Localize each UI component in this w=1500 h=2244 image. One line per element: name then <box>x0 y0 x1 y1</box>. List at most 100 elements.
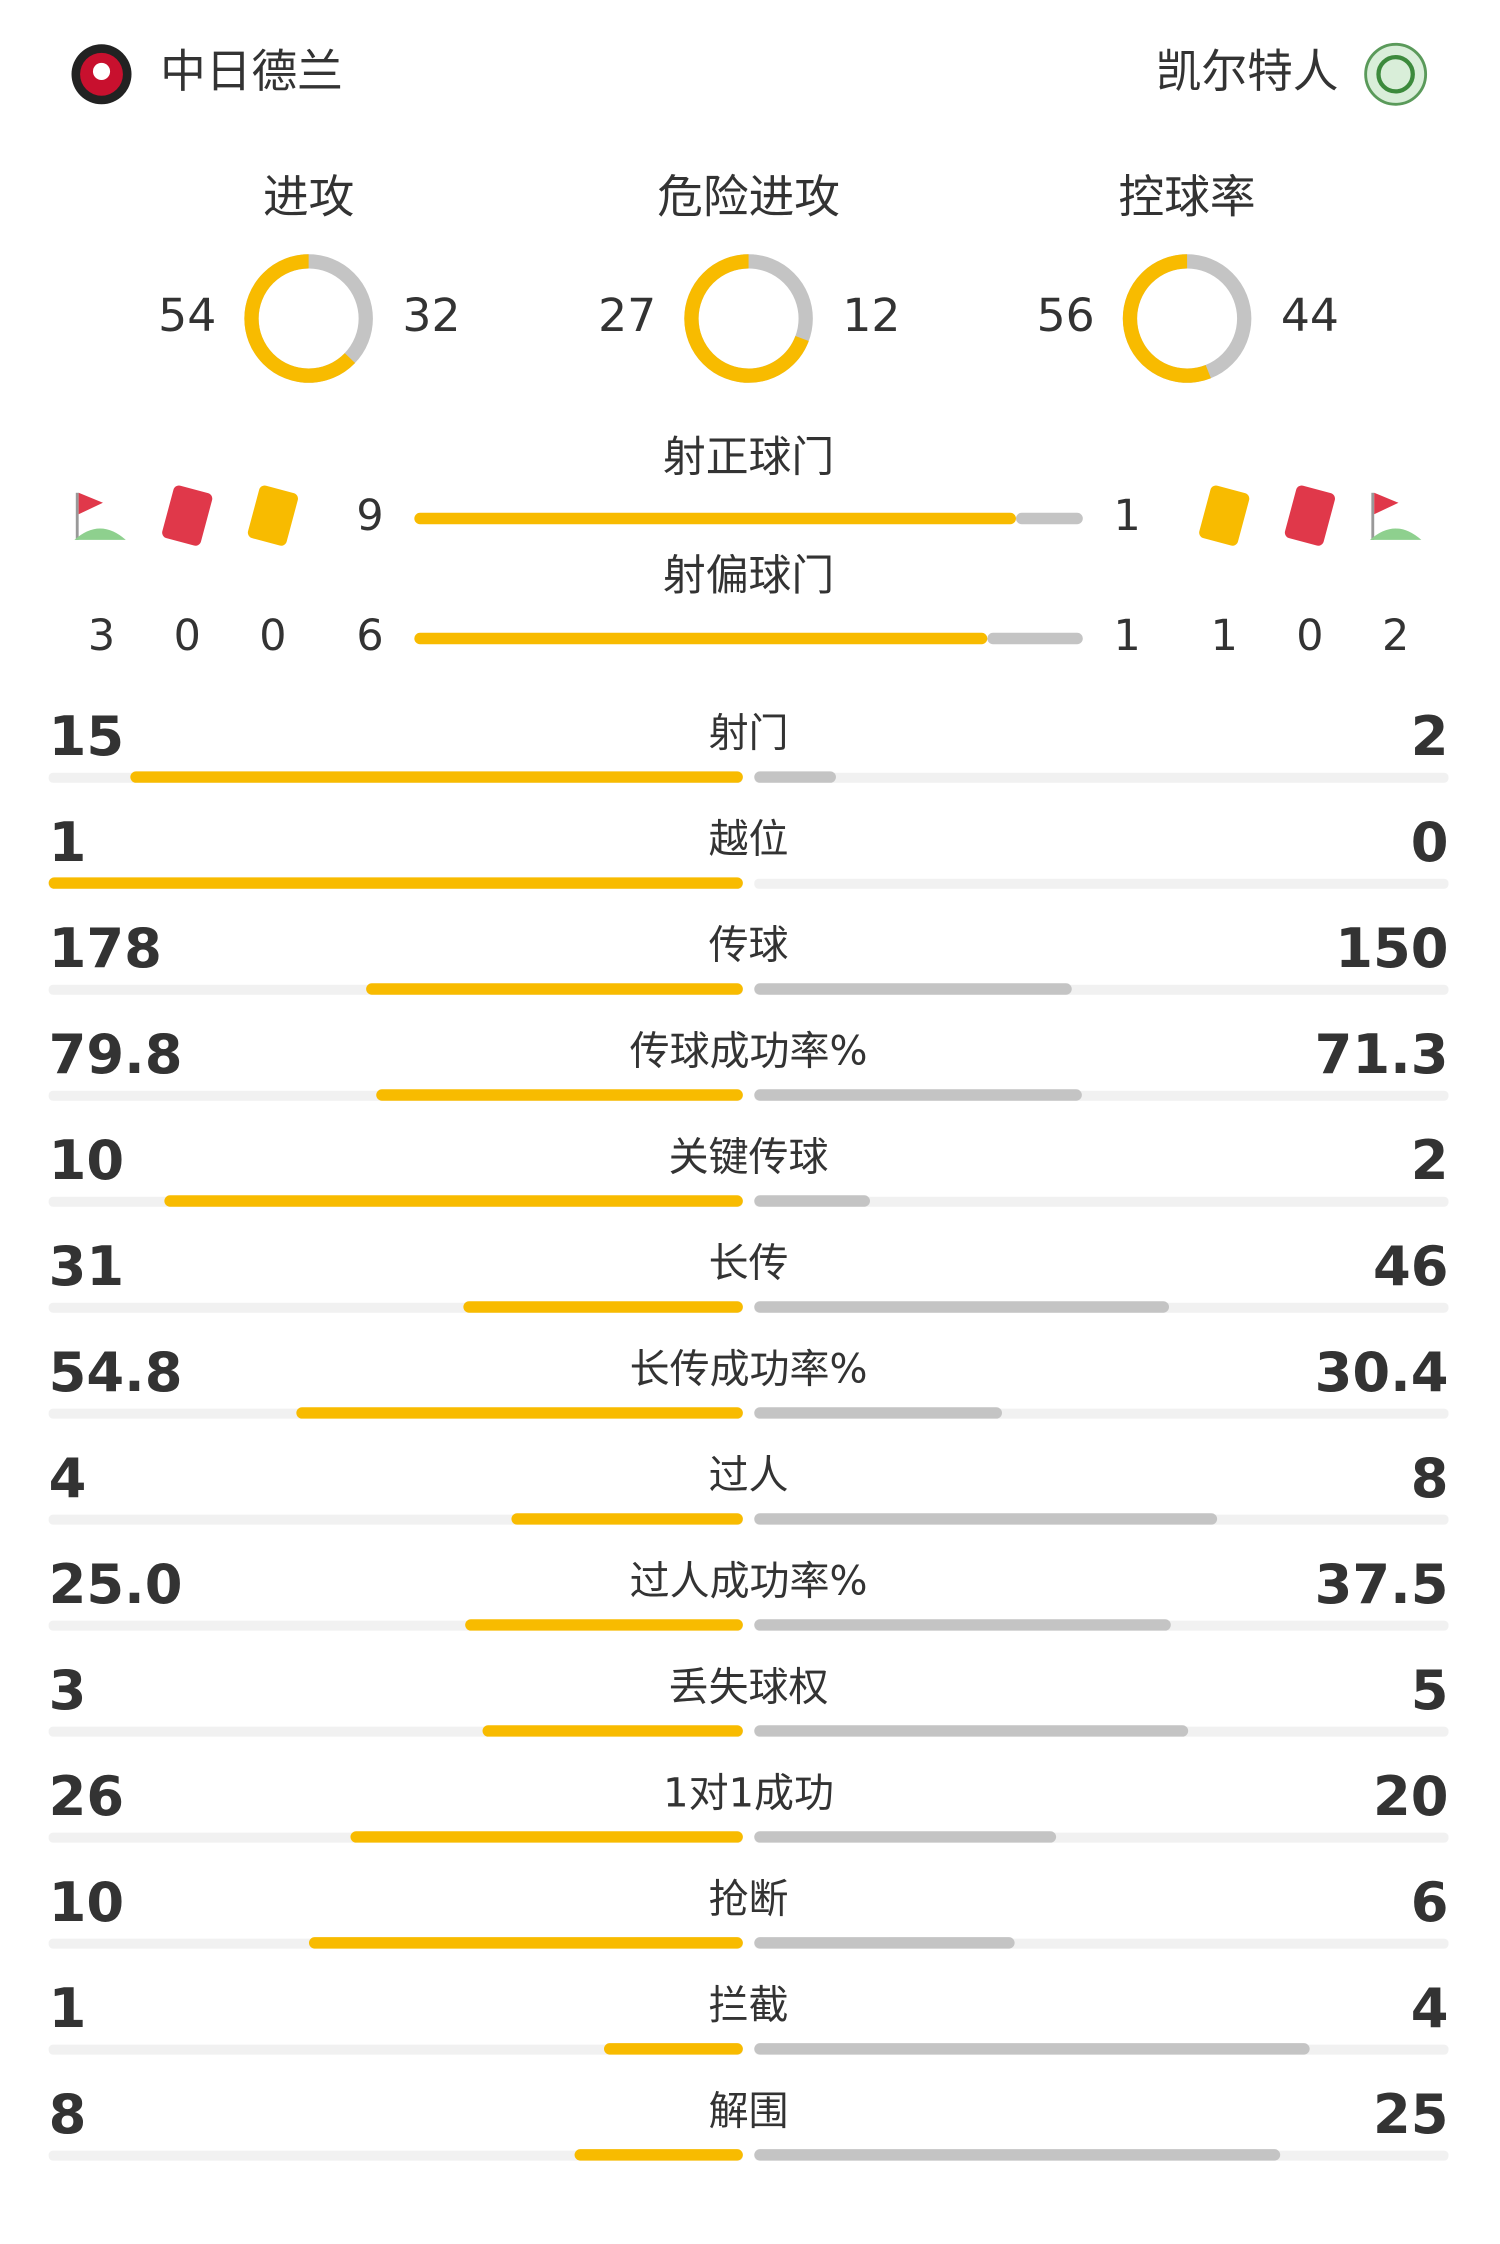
stat-home-bar <box>574 2149 743 2161</box>
stat-track <box>754 772 1449 783</box>
home-red: 0 <box>174 611 201 661</box>
away-corners: 2 <box>1382 611 1409 661</box>
stat-home-value: 31 <box>49 1235 125 1298</box>
stat-away-bar <box>754 2149 1281 2161</box>
stat-away-value: 25 <box>1373 2083 1449 2146</box>
ring-home-value: 54 <box>158 289 216 342</box>
shot-home-value: 6 <box>356 611 383 661</box>
stat-home-bar <box>366 983 743 995</box>
shot-label: 射正球门 <box>663 432 834 482</box>
stat-label: 长传 <box>709 1241 789 1287</box>
stat-away-value: 8 <box>1411 1447 1449 1510</box>
ring-away-value: 32 <box>402 289 460 342</box>
stat-home-value: 10 <box>49 1871 125 1934</box>
away-logo <box>1364 42 1428 106</box>
stat-home-value: 79.8 <box>49 1023 183 1086</box>
stat-label: 解围 <box>709 2088 789 2134</box>
ring-label: 控球率 <box>1119 170 1256 223</box>
stat-label: 过人成功率% <box>630 1559 868 1605</box>
stat-away-value: 6 <box>1411 1871 1449 1934</box>
stat-home-bar <box>308 1937 743 1949</box>
stat-away-bar <box>754 1937 1015 1949</box>
home-yellow: 0 <box>259 611 286 661</box>
stat-home-bar <box>463 1301 743 1313</box>
stat-home-bar <box>130 771 743 783</box>
away-red: 0 <box>1296 611 1323 661</box>
stat-away-value: 150 <box>1335 917 1448 980</box>
stat-home-value: 54.8 <box>49 1341 183 1404</box>
stat-away-value: 2 <box>1411 705 1449 768</box>
ring-home-value: 27 <box>598 289 656 342</box>
stat-label: 1对1成功 <box>663 1770 834 1816</box>
stat-away-value: 30.4 <box>1315 1341 1449 1404</box>
home-name: 中日德兰 <box>160 45 343 98</box>
stat-away-bar <box>754 1725 1189 1737</box>
stat-away-bar <box>754 983 1072 995</box>
stat-track <box>48 2150 743 2161</box>
stat-label: 传球成功率% <box>630 1029 868 1075</box>
stat-home-bar <box>350 1831 743 1843</box>
ring-label: 进攻 <box>263 170 354 223</box>
stat-label: 越位 <box>709 817 789 863</box>
stat-away-value: 4 <box>1411 1977 1449 2040</box>
stat-label: 丢失球权 <box>669 1664 829 1710</box>
stat-home-value: 4 <box>49 1447 87 1510</box>
stat-label: 拦截 <box>709 1982 789 2028</box>
stat-away-bar <box>754 1301 1170 1313</box>
stat-home-bar <box>164 1195 743 1207</box>
stat-home-bar <box>482 1725 743 1737</box>
stat-home-value: 25.0 <box>49 1553 183 1616</box>
stat-home-value: 10 <box>49 1129 125 1192</box>
shot-away-value: 1 <box>1113 611 1140 661</box>
stat-home-bar <box>376 1089 743 1101</box>
ring-home <box>244 254 373 383</box>
stat-track <box>754 1196 1449 1207</box>
home-corners: 3 <box>88 611 115 661</box>
shot-home-bar <box>414 632 988 645</box>
ring-home <box>1122 254 1252 383</box>
stat-home-value: 1 <box>49 811 87 874</box>
stat-away-bar <box>754 1089 1082 1101</box>
stat-away-value: 46 <box>1373 1235 1449 1298</box>
stat-home-value: 3 <box>49 1659 87 1722</box>
stat-home-bar <box>48 877 743 889</box>
away-name: 凯尔特人 <box>1156 45 1339 98</box>
stat-away-value: 0 <box>1411 811 1449 874</box>
stat-home-value: 178 <box>49 917 162 980</box>
stat-home-bar <box>465 1619 743 1631</box>
stat-away-value: 5 <box>1411 1659 1449 1722</box>
stat-home-value: 15 <box>49 705 125 768</box>
stat-label: 抢断 <box>709 1876 789 1922</box>
ring-label: 危险进攻 <box>657 170 840 223</box>
stat-away-bar <box>754 2043 1310 2055</box>
shot-away-bar <box>1015 512 1083 525</box>
stat-away-value: 20 <box>1373 1765 1449 1828</box>
ring-away-value: 12 <box>842 289 900 342</box>
stat-away-bar <box>754 1195 870 1207</box>
stat-label: 传球 <box>709 923 789 969</box>
stat-label: 射门 <box>709 711 789 757</box>
shot-label: 射偏球门 <box>663 551 834 601</box>
stat-track <box>754 878 1449 889</box>
stat-home-bar <box>296 1407 743 1419</box>
stat-home-value: 8 <box>49 2083 87 2146</box>
stat-away-bar <box>754 1407 1002 1419</box>
stat-label: 关键传球 <box>669 1135 829 1181</box>
away-yellow: 1 <box>1211 611 1238 661</box>
ring-home <box>684 254 813 383</box>
shot-away-bar <box>987 632 1083 645</box>
home-logo <box>71 44 132 105</box>
stat-home-bar <box>604 2043 743 2055</box>
stat-away-value: 71.3 <box>1315 1023 1449 1086</box>
icons <box>74 485 1422 546</box>
stat-label: 长传成功率% <box>630 1347 868 1393</box>
stat-track <box>48 2044 743 2055</box>
stat-home-value: 1 <box>49 1977 87 2040</box>
stat-away-value: 37.5 <box>1315 1553 1449 1616</box>
ring-away-value: 44 <box>1281 289 1339 342</box>
shot-home-bar <box>414 512 1016 525</box>
stat-away-bar <box>754 1513 1218 1525</box>
stat-away-value: 2 <box>1411 1129 1449 1192</box>
